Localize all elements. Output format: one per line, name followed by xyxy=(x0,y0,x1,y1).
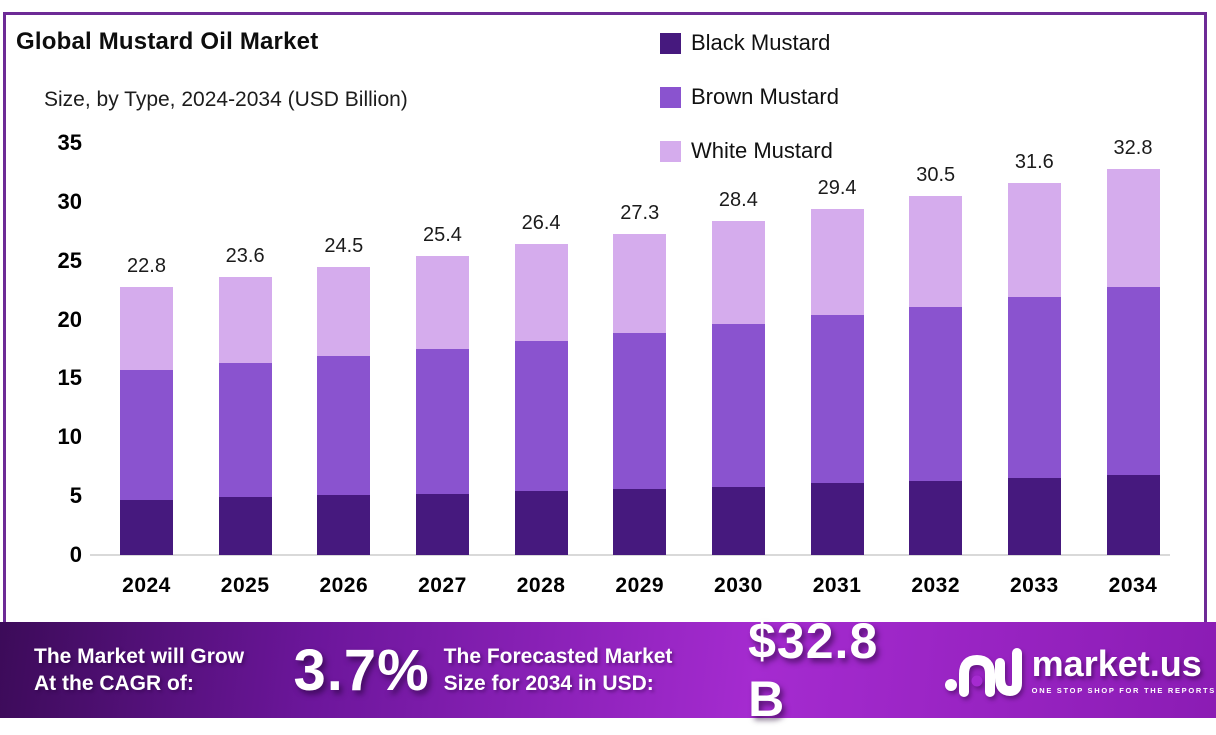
bar-segment-brown-mustard-2032 xyxy=(909,306,963,481)
bar-total-label-2026: 24.5 xyxy=(324,234,364,257)
page-title: Global Mustard Oil Market xyxy=(16,28,319,55)
bar-segment-white-mustard-2029 xyxy=(613,233,667,333)
bar-segment-black-mustard-2028 xyxy=(514,491,568,555)
cagr-label-line2: At the CAGR of: xyxy=(34,672,194,695)
bar-segment-brown-mustard-2033 xyxy=(1007,297,1061,479)
bar-segment-brown-mustard-2034 xyxy=(1106,286,1160,475)
x-axis-label-2025: 2025 xyxy=(220,574,270,597)
bar-total-label-2025: 23.6 xyxy=(225,245,265,268)
chart-subtitle: Size, by Type, 2024-2034 (USD Billion) xyxy=(44,88,408,111)
y-axis-tick-20: 20 xyxy=(57,306,82,332)
bar-segment-brown-mustard-2024 xyxy=(120,370,173,500)
cagr-label: The Market will Grow At the CAGR of: xyxy=(34,643,287,698)
bar-total-label-2033: 31.6 xyxy=(1014,151,1054,174)
bar-segment-white-mustard-2025 xyxy=(218,277,272,364)
chart-frame xyxy=(3,12,1207,692)
x-axis-label-2026: 2026 xyxy=(319,574,369,597)
bar-segment-white-mustard-2032 xyxy=(909,195,963,307)
y-axis-tick-15: 15 xyxy=(57,365,82,391)
forecast-value: $32.8 B xyxy=(748,613,879,727)
y-axis-tick-0: 0 xyxy=(69,542,82,567)
bar-segment-black-mustard-2030 xyxy=(711,486,765,555)
y-axis-tick-10: 10 xyxy=(57,424,82,450)
legend-swatch-black-mustard-icon xyxy=(660,32,681,54)
x-axis-label-2024: 2024 xyxy=(122,574,171,597)
bar-segment-black-mustard-2033 xyxy=(1007,478,1061,555)
bar-total-label-2024: 22.8 xyxy=(127,254,166,277)
bar-total-label-2031: 29.4 xyxy=(817,176,857,199)
bar-segment-white-mustard-2031 xyxy=(810,208,864,315)
bar-segment-brown-mustard-2030 xyxy=(711,324,765,487)
bar-segment-white-mustard-2033 xyxy=(1007,183,1061,298)
bar-total-label-2030: 28.4 xyxy=(718,188,758,211)
bar-segment-white-mustard-2027 xyxy=(415,256,469,349)
y-axis-tick-5: 5 xyxy=(69,483,82,509)
brand-logo: market.us ONE STOP SHOP FOR THE REPORTS xyxy=(944,641,1216,699)
x-axis-label-2030: 2030 xyxy=(714,574,763,597)
x-axis-label-2031: 2031 xyxy=(812,574,862,597)
brand-tagline: ONE STOP SHOP FOR THE REPORTS xyxy=(1031,685,1216,695)
forecast-label-line2: Size for 2034 in USD: xyxy=(443,672,654,695)
bar-segment-black-mustard-2026 xyxy=(317,494,371,555)
bar-segment-brown-mustard-2028 xyxy=(514,340,568,492)
cagr-value: 3.7% xyxy=(293,637,430,703)
bar-segment-white-mustard-2024 xyxy=(120,286,173,371)
footer-banner: The Market will Grow At the CAGR of: 3.7… xyxy=(0,613,1216,727)
brand-text: market.us ONE STOP SHOP FOR THE REPORTS xyxy=(1031,642,1216,695)
x-axis-line xyxy=(90,554,1170,556)
y-axis-tick-25: 25 xyxy=(57,247,82,273)
bar-segment-brown-mustard-2025 xyxy=(218,363,272,498)
market-us-logo-icon xyxy=(944,648,1022,697)
legend-label: Brown Mustard xyxy=(691,84,839,109)
bar-segment-white-mustard-2026 xyxy=(317,266,371,357)
legend-swatch-brown-mustard-icon xyxy=(660,86,681,108)
x-axis-label-2034: 2034 xyxy=(1108,574,1158,597)
brand-name: market.us xyxy=(1031,642,1202,684)
bar-total-label-2029: 27.3 xyxy=(620,201,660,224)
y-axis-tick-30: 30 xyxy=(57,188,82,214)
chart-legend: Black Mustard Brown Mustard White Mustar… xyxy=(660,30,1205,164)
y-axis-tick-35: 35 xyxy=(57,130,82,155)
legend-label: White Mustard xyxy=(691,138,833,163)
bar-segment-black-mustard-2032 xyxy=(909,480,963,555)
bar-total-label-2027: 25.4 xyxy=(422,224,462,246)
bar-segment-brown-mustard-2026 xyxy=(317,356,371,495)
bar-total-label-2028: 26.4 xyxy=(521,212,561,235)
legend-label: Black Mustard xyxy=(691,30,831,55)
legend-item-black-mustard: Black Mustard xyxy=(660,30,943,56)
bar-segment-white-mustard-2030 xyxy=(711,220,765,325)
bar-total-label-2034: 32.8 xyxy=(1113,136,1153,159)
bar-segment-brown-mustard-2029 xyxy=(613,332,667,490)
forecast-label-line1: The Forecasted Market xyxy=(443,644,673,668)
cagr-label-line1: The Market will Grow xyxy=(34,644,245,668)
bar-segment-black-mustard-2034 xyxy=(1106,474,1160,555)
bar-segment-black-mustard-2025 xyxy=(218,497,272,555)
bar-total-label-2032: 30.5 xyxy=(916,163,956,186)
bar-segment-black-mustard-2029 xyxy=(613,489,667,555)
legend-swatch-white-mustard-icon xyxy=(660,140,681,162)
bar-segment-white-mustard-2034 xyxy=(1106,168,1160,287)
x-axis-label-2033: 2033 xyxy=(1009,574,1059,597)
bar-segment-black-mustard-2027 xyxy=(415,493,469,555)
bar-segment-black-mustard-2031 xyxy=(810,483,864,555)
legend-item-brown-mustard: Brown Mustard xyxy=(660,84,943,110)
x-axis-label-2029: 2029 xyxy=(615,574,665,597)
bar-segment-white-mustard-2028 xyxy=(514,244,568,341)
bar-segment-brown-mustard-2027 xyxy=(415,349,469,494)
forecast-label: The Forecasted Market Size for 2034 in U… xyxy=(444,643,736,698)
bar-segment-brown-mustard-2031 xyxy=(810,314,864,484)
x-axis-label-2028: 2028 xyxy=(516,574,566,597)
bar-segment-black-mustard-2024 xyxy=(120,499,173,555)
x-axis-label-2027: 2027 xyxy=(418,574,467,597)
x-axis-label-2032: 2032 xyxy=(911,574,961,597)
legend-item-white-mustard: White Mustard xyxy=(660,138,943,164)
